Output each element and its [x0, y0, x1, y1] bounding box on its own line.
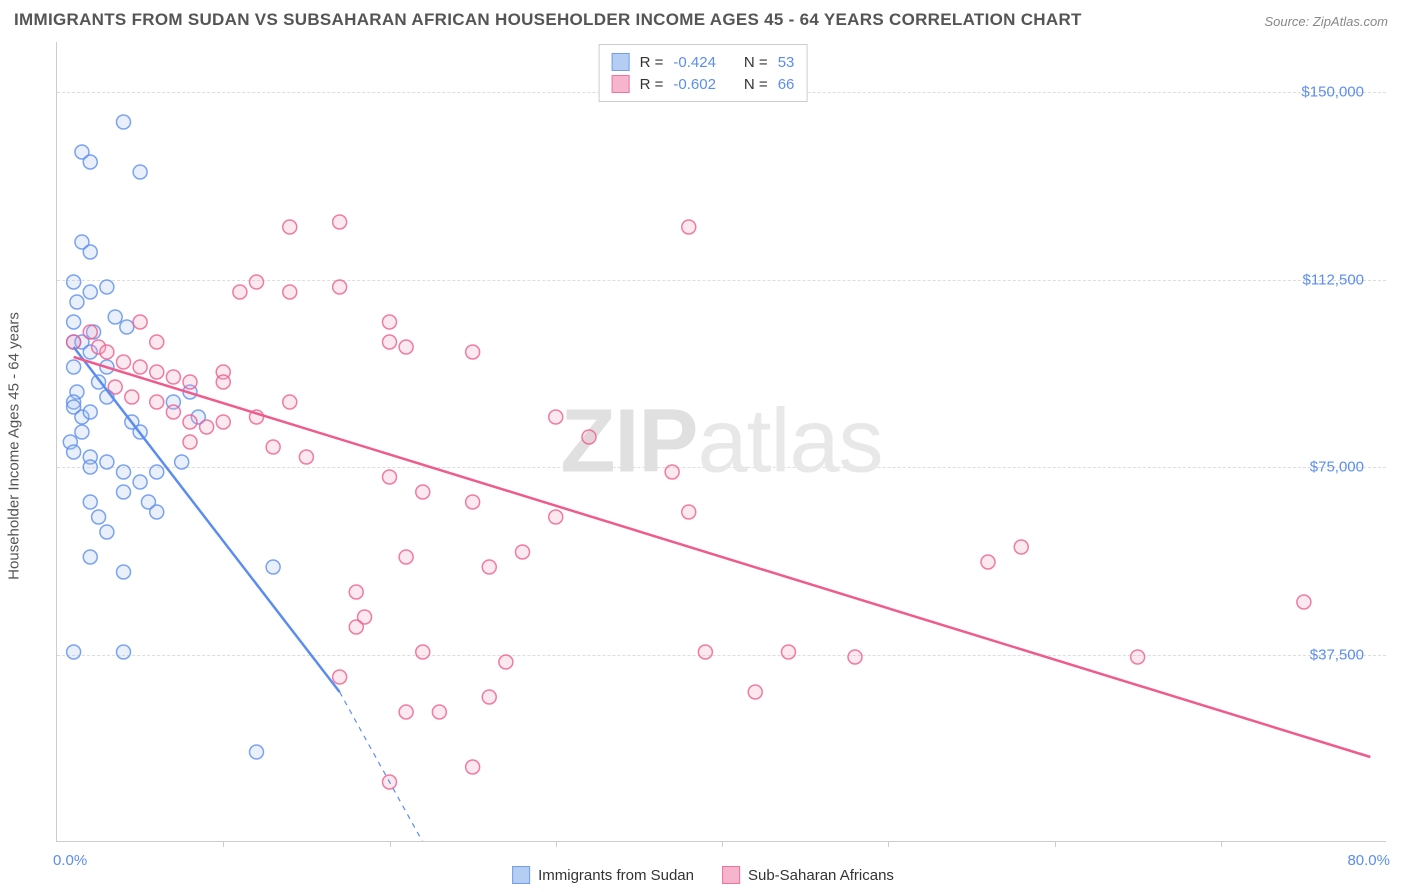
- x-tick: [390, 841, 391, 847]
- R-label: R =: [640, 54, 664, 71]
- x-axis-min-label: 0.0%: [53, 852, 87, 869]
- correlation-legend: R = -0.424 N = 53 R = -0.602 N = 66: [599, 44, 808, 102]
- y-axis-label: Householder Income Ages 45 - 64 years: [6, 312, 23, 580]
- N-label: N =: [744, 54, 768, 71]
- swatch-sudan: [512, 866, 530, 884]
- chart-title: IMMIGRANTS FROM SUDAN VS SUBSAHARAN AFRI…: [14, 10, 1082, 30]
- correlation-chart: IMMIGRANTS FROM SUDAN VS SUBSAHARAN AFRI…: [0, 0, 1406, 892]
- R-value-ssa: -0.602: [673, 76, 716, 93]
- x-tick: [223, 841, 224, 847]
- plot-area: ZIPatlas 0.0% 80.0% $37,500$75,000$112,5…: [56, 42, 1386, 842]
- swatch-ssa: [612, 75, 630, 93]
- x-axis-max-label: 80.0%: [1347, 852, 1390, 869]
- series-legend: Immigrants from Sudan Sub-Saharan Africa…: [512, 866, 894, 884]
- x-tick: [722, 841, 723, 847]
- legend-item-sudan: Immigrants from Sudan: [512, 866, 694, 884]
- swatch-ssa: [722, 866, 740, 884]
- x-tick: [1221, 841, 1222, 847]
- x-tick: [556, 841, 557, 847]
- series-name-ssa: Sub-Saharan Africans: [748, 867, 894, 884]
- N-value-sudan: 53: [778, 54, 795, 71]
- scatter-svg: [57, 42, 1386, 841]
- source-attribution: Source: ZipAtlas.com: [1264, 14, 1388, 29]
- legend-item-ssa: Sub-Saharan Africans: [722, 866, 894, 884]
- R-label: R =: [640, 76, 664, 93]
- N-label: N =: [744, 76, 768, 93]
- series-name-sudan: Immigrants from Sudan: [538, 867, 694, 884]
- legend-row-sudan: R = -0.424 N = 53: [612, 51, 795, 73]
- R-value-sudan: -0.424: [673, 54, 716, 71]
- x-tick: [888, 841, 889, 847]
- N-value-ssa: 66: [778, 76, 795, 93]
- legend-row-ssa: R = -0.602 N = 66: [612, 73, 795, 95]
- swatch-sudan: [612, 53, 630, 71]
- x-tick: [1055, 841, 1056, 847]
